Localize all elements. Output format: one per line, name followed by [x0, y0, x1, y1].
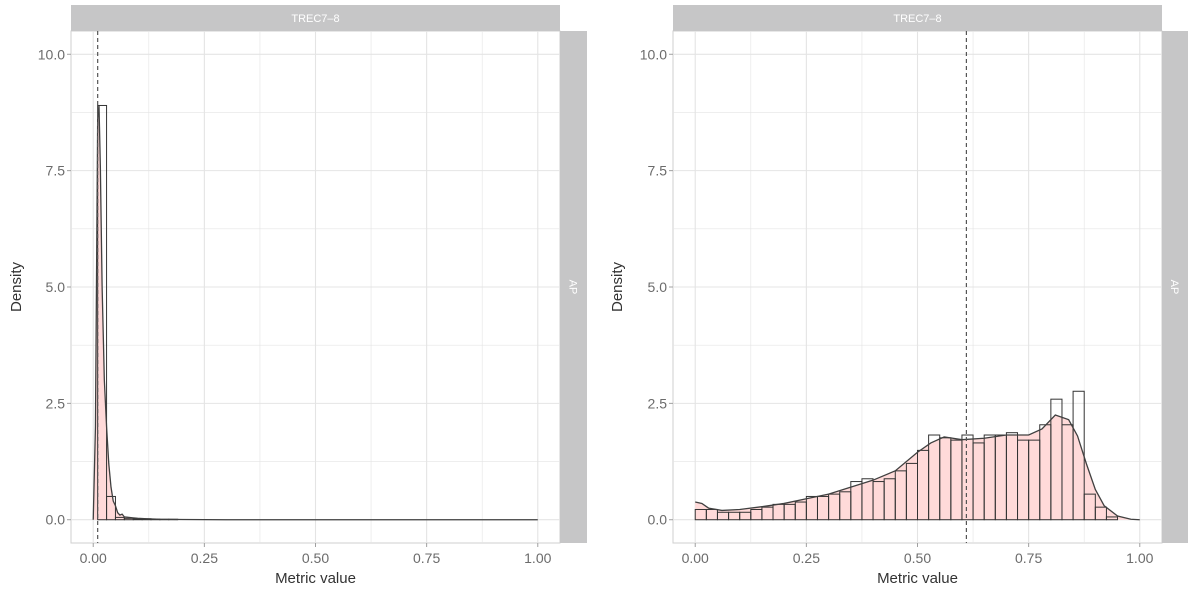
- panel-right: TREC7–8 AP 0.00 0.25 0.50 0.75 1.00 0.0 2.5 5.0 7.…: [609, 5, 1188, 587]
- y-tick-label: 10.0: [38, 46, 65, 62]
- y-tick-label: 2.5: [648, 395, 668, 411]
- x-tick-label: 0.00: [80, 550, 107, 566]
- facet-strip-top: [673, 5, 1162, 31]
- x-tick-label: 0.25: [191, 550, 218, 566]
- x-axis-title: Metric value: [275, 570, 356, 587]
- x-tick-label: 0.50: [302, 550, 329, 566]
- histogram-bar: [106, 495, 116, 521]
- panel-left: TREC7–8 AP 0.00 0.25 0.50 0.75 1.00 0.0 2.5 5.0 7.…: [8, 5, 587, 587]
- x-tick-label: 0.00: [682, 550, 709, 566]
- y-tick-label: 7.5: [46, 163, 66, 179]
- y-tick-label: 2.5: [46, 395, 66, 411]
- facet-strip-right: [560, 31, 587, 543]
- x-tick-label: 0.75: [413, 550, 440, 566]
- x-tick-label: 1.00: [524, 550, 551, 566]
- histogram-bar: [1105, 516, 1119, 521]
- y-tick-label: 0.0: [46, 512, 66, 528]
- y-axis-title: Density: [8, 261, 25, 312]
- x-axis-title: Metric value: [877, 570, 958, 587]
- y-axis-title: Density: [609, 261, 626, 312]
- x-tick-label: 1.00: [1126, 550, 1153, 566]
- facet-label-top: TREC7–8: [291, 13, 339, 25]
- x-tick-label: 0.50: [904, 550, 931, 566]
- facet-strip-right: [1162, 31, 1188, 543]
- y-tick-label: 7.5: [648, 163, 668, 179]
- y-tick-label: 5.0: [648, 279, 668, 295]
- density-curve: [695, 414, 1140, 521]
- y-tick-label: 0.0: [648, 512, 668, 528]
- density-curve: [92, 105, 538, 521]
- x-tick-label: 0.25: [793, 550, 820, 566]
- facet-strip-top: [71, 5, 560, 31]
- facet-label-top: TREC7–8: [893, 13, 941, 25]
- x-tick-label: 0.75: [1015, 550, 1042, 566]
- histogram-bar: [1094, 506, 1107, 521]
- y-tick-label: 5.0: [46, 279, 66, 295]
- facet-label-right: AP: [567, 280, 579, 295]
- facet-label-right: AP: [1168, 280, 1180, 295]
- y-tick-label: 10.0: [640, 46, 667, 62]
